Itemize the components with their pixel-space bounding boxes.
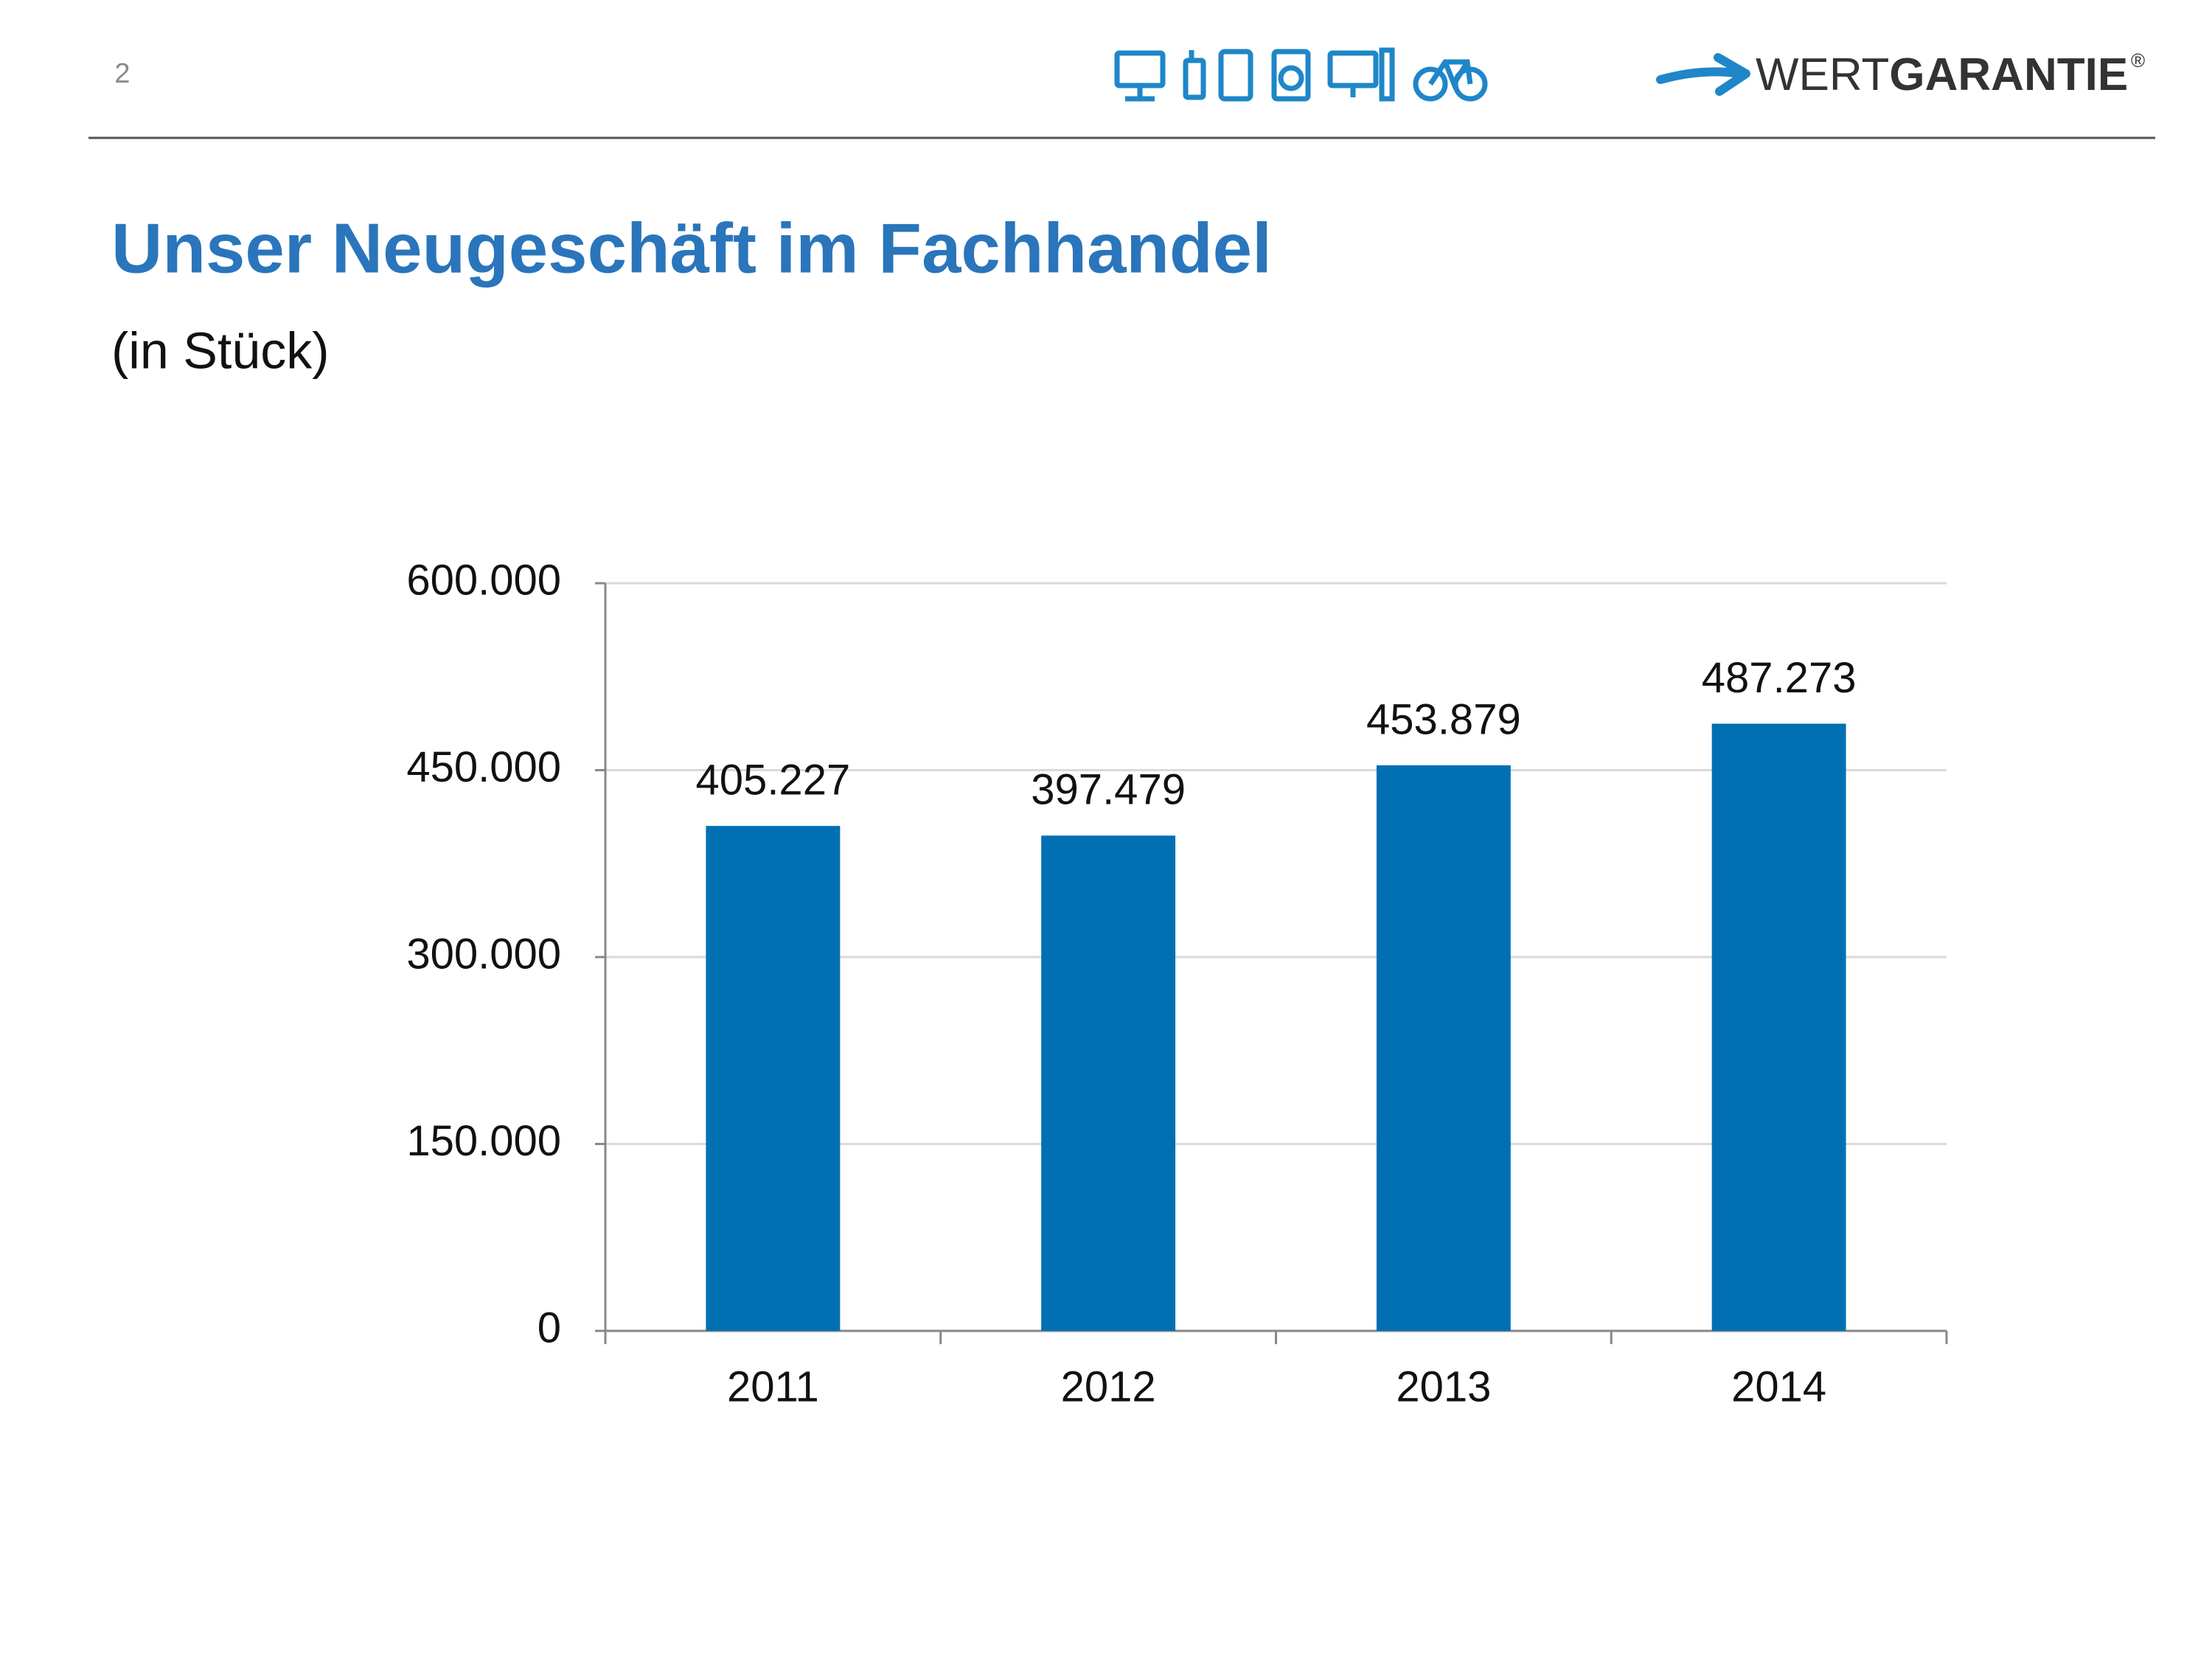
logo-mark: ® (2131, 49, 2145, 72)
bar (706, 826, 841, 1331)
value-label: 405.227 (696, 756, 851, 804)
logo-arrow (1656, 67, 1745, 84)
y-tick-label: 300.000 (406, 930, 561, 978)
value-label: 453.879 (1366, 695, 1521, 743)
value-label: 487.273 (1702, 654, 1857, 702)
subtitle: (in Stück) (111, 321, 330, 379)
x-tick-label: 2011 (727, 1363, 819, 1411)
device-icons (1114, 47, 1488, 102)
x-tick-label: 2012 (1061, 1363, 1156, 1411)
logo-arrowhead (1714, 53, 1750, 96)
logo-text: WERTGARANTIE (1756, 49, 2128, 100)
value-label: 397.479 (1031, 766, 1186, 814)
y-tick-label: 600.000 (406, 556, 561, 604)
x-tick-label: 2013 (1396, 1363, 1491, 1411)
bar (1041, 835, 1176, 1331)
logo-light: WERT (1756, 49, 1889, 100)
x-tick-label: 2014 (1731, 1363, 1826, 1411)
bar (1711, 723, 1846, 1331)
logo-bold: GARANTIE (1889, 49, 2128, 100)
y-tick-label: 450.000 (406, 743, 561, 791)
page-number: 2 (114, 58, 130, 89)
y-tick-label: 0 (538, 1304, 561, 1352)
bar (1376, 765, 1511, 1331)
title: Unser Neugeschäft im Fachhandel (111, 209, 1272, 288)
y-tick-label: 150.000 (406, 1117, 561, 1165)
